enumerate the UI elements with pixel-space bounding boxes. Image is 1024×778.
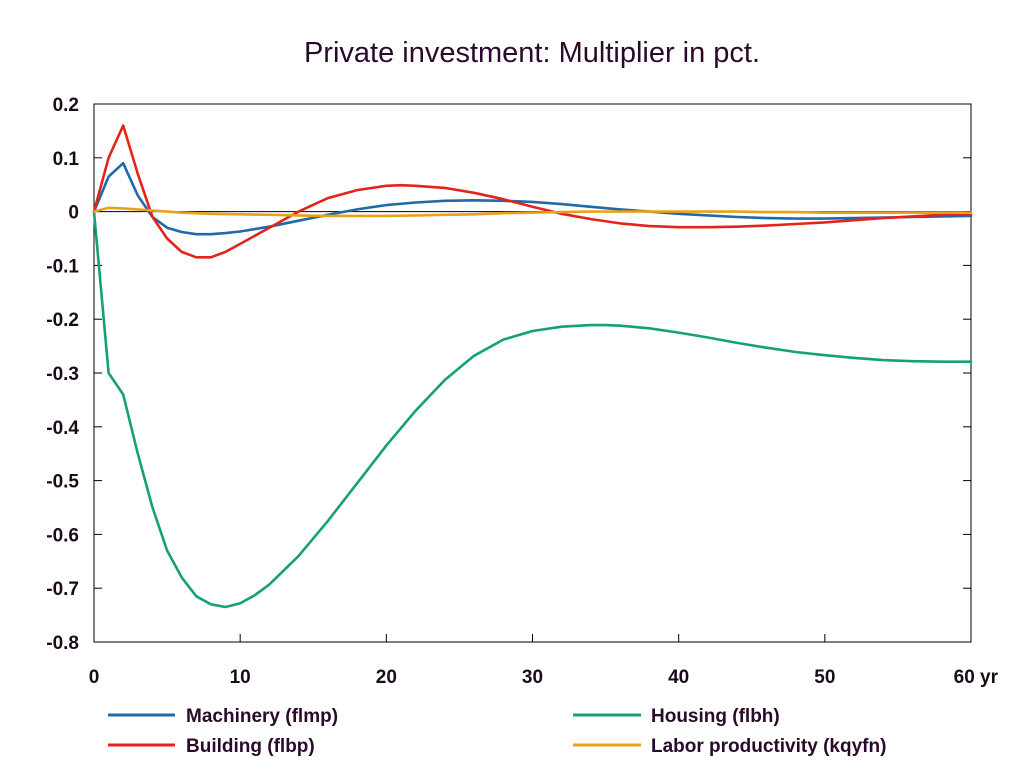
- x-tick-label: 50: [814, 667, 835, 688]
- y-tick-label: -0.1: [46, 256, 79, 277]
- y-tick-label: -0.5: [46, 472, 79, 493]
- y-tick-label: -0.3: [46, 364, 79, 385]
- legend-label: Housing (flbh): [651, 706, 780, 727]
- plot-frame: [93, 103, 972, 643]
- legend-label: Labor productivity (kqyfn): [651, 736, 886, 757]
- x-tick-label: 20: [376, 667, 397, 688]
- y-tick-label: -0.4: [46, 418, 79, 439]
- axis-ticks: 0.2 0.1 0 -0.1 -0.2 -0.3 -0.4 -0.5 -0.6 -0.7 -0.8 0…: [46, 95, 998, 688]
- y-tick-label: 0.1: [53, 149, 80, 170]
- y-tick-label: 0: [68, 203, 79, 224]
- series-layer: [92, 124, 973, 609]
- series-line: [92, 210, 973, 609]
- y-tick-label: 0.2: [53, 95, 79, 116]
- x-tick-label: 60 yr: [954, 667, 999, 688]
- x-tick-label: 10: [230, 667, 251, 688]
- legend-label: Machinery (flmp): [186, 706, 338, 727]
- x-tick-label: 0: [89, 667, 100, 688]
- y-tick-label: -0.7: [46, 579, 79, 600]
- x-tick-label: 40: [668, 667, 689, 688]
- series-line: [92, 161, 973, 236]
- x-tick-label: 30: [522, 667, 543, 688]
- y-tick-label: -0.8: [46, 633, 79, 654]
- y-tick-label: -0.6: [46, 525, 79, 546]
- series-line: [92, 206, 973, 218]
- chart-title: Private investment: Multiplier in pct.: [304, 37, 760, 69]
- series-line: [92, 124, 973, 259]
- legend-label: Building (flbp): [186, 736, 315, 757]
- y-tick-label: -0.2: [46, 310, 79, 331]
- legend: Machinery (flmp) Building (flbp) Housing (…: [108, 706, 886, 757]
